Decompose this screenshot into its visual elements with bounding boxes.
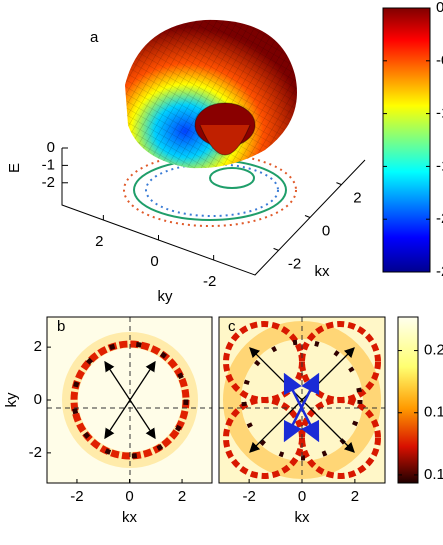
y-axis-label: ky <box>3 392 20 408</box>
y-tick-label: 0 <box>34 391 42 408</box>
y-tick-label: -2 <box>203 273 216 290</box>
colorbar <box>397 316 419 484</box>
z-tick-label: -2 <box>42 174 55 191</box>
x-axis-label: kx <box>295 509 311 526</box>
x-tick-label: -2 <box>242 488 255 505</box>
colorbar-tick-label: -2.5 <box>436 263 443 280</box>
colorbar-tick-label: 0.1 <box>424 466 443 483</box>
panel-label: b <box>57 318 65 335</box>
colorbar-tick-label: -2 <box>436 210 443 227</box>
colorbar-tick-label: -1.5 <box>436 157 443 174</box>
y-tick-label: 0 <box>150 253 158 270</box>
x-tick-label: 0 <box>298 488 306 505</box>
x-tick-label: -2 <box>288 255 301 272</box>
y-tick-label: 2 <box>34 338 42 355</box>
surface-drawing <box>123 19 297 227</box>
y-tick-label: 2 <box>95 233 103 250</box>
colorbar-tick-label: -0.5 <box>436 52 443 69</box>
colorbar-tick-label: -1 <box>436 105 443 122</box>
panel-label: a <box>90 29 99 46</box>
x-tick <box>273 247 279 251</box>
x-axis-label: kx <box>315 263 331 280</box>
colorbar-tick-label: 0 <box>436 0 443 16</box>
heatmap-drawing <box>47 317 212 483</box>
z-tick-label: 0 <box>47 139 55 156</box>
y-axis-label: ky <box>158 288 174 305</box>
x-tick-label: 2 <box>353 190 361 207</box>
x-tick-label: -2 <box>70 488 83 505</box>
x-tick <box>336 182 342 186</box>
colorbar-tick-label: 0.15 <box>424 404 443 421</box>
x-tick <box>304 215 311 218</box>
x-axis-label: kx <box>122 509 138 526</box>
colorbar-tick-label: 0.2 <box>424 342 443 359</box>
z-axis-label: E <box>6 163 23 173</box>
x-tick-label: 2 <box>178 488 186 505</box>
y-tick-label: -2 <box>29 444 42 461</box>
x-tick-label: 2 <box>351 488 359 505</box>
colorbar <box>382 7 431 273</box>
panel-label: c <box>228 318 236 335</box>
x-tick-label: 0 <box>125 488 133 505</box>
x-tick-label: 0 <box>322 222 330 239</box>
z-tick-label: -1 <box>42 156 55 173</box>
heatmap-drawing <box>219 317 385 483</box>
